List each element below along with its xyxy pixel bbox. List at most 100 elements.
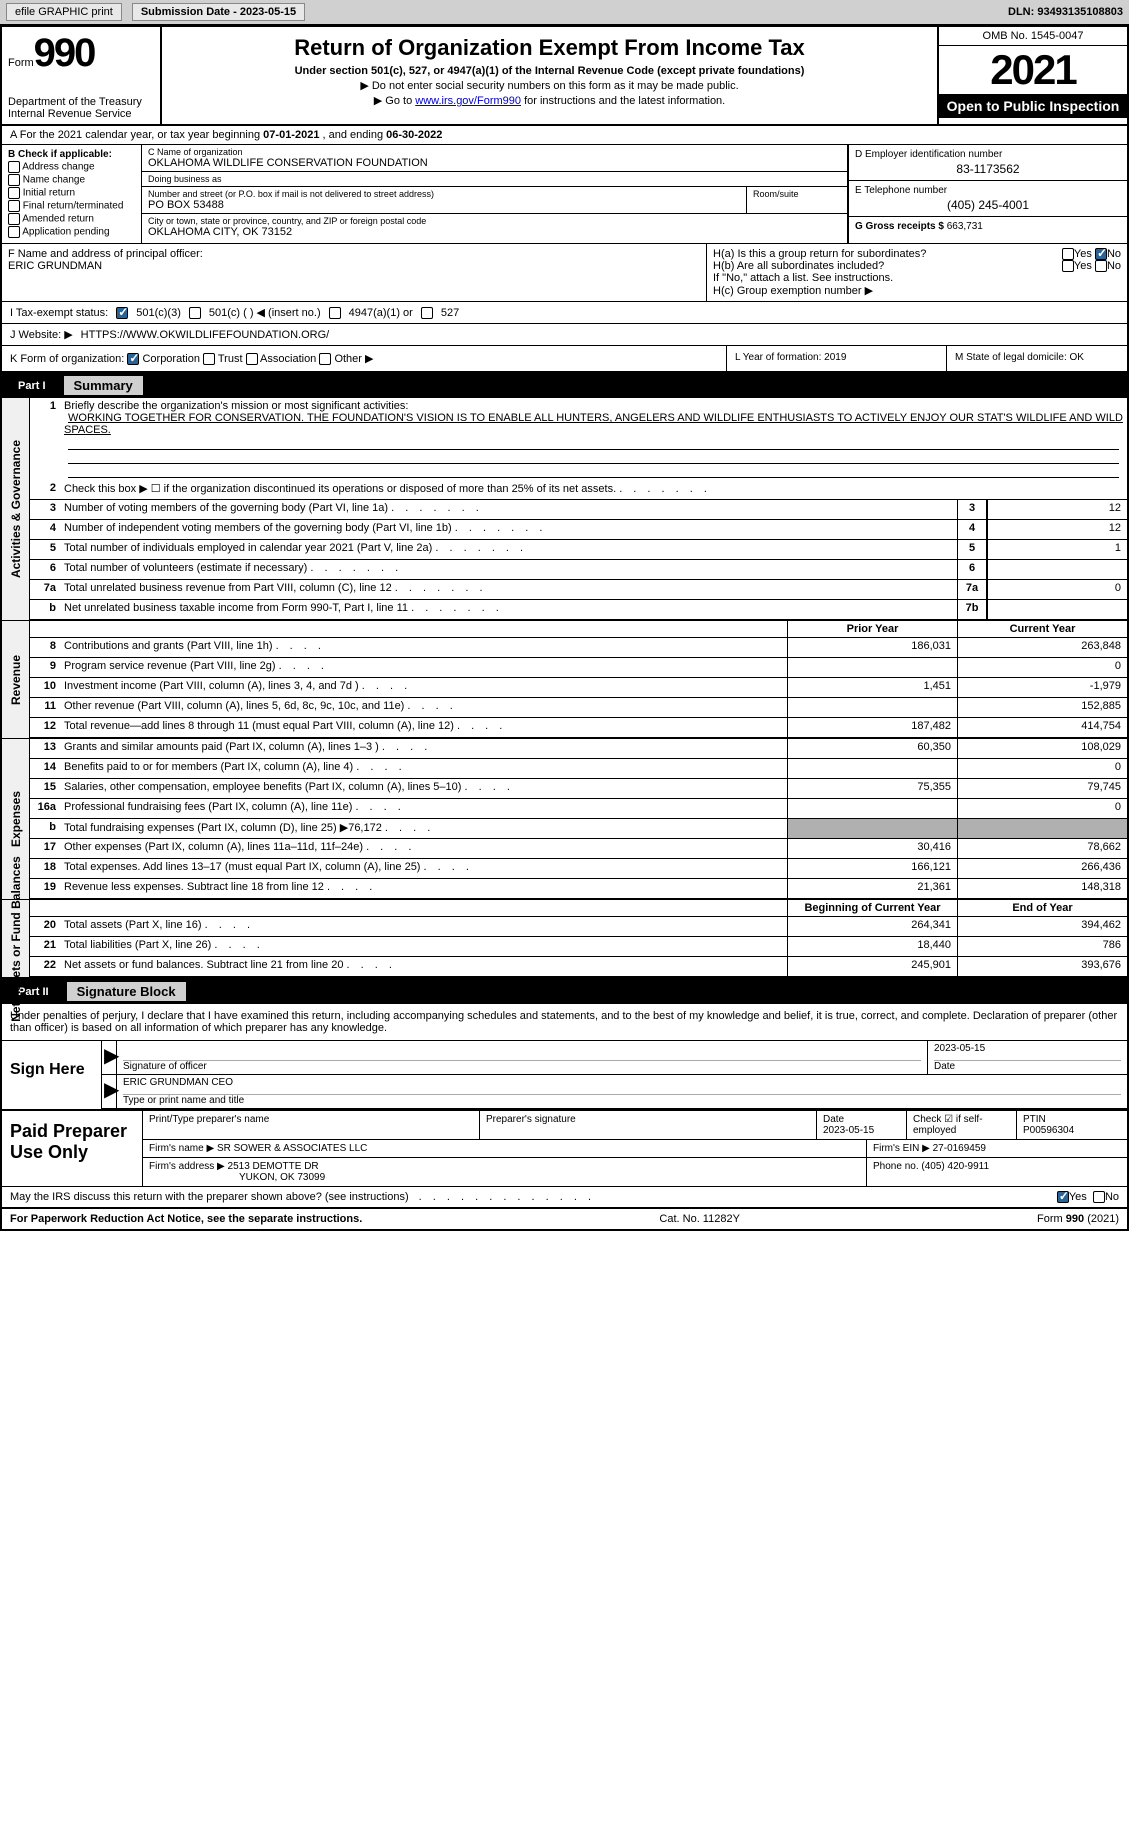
summary-line: 19 Revenue less expenses. Subtract line … <box>30 879 1127 899</box>
check-501c3[interactable] <box>116 307 128 319</box>
activities-governance: Activities & Governance 1 Briefly descri… <box>2 398 1127 620</box>
form-footer: For Paperwork Reduction Act Notice, see … <box>2 1207 1127 1229</box>
sig-date: 2023-05-15 <box>934 1043 1121 1061</box>
mission-statement: WORKING TOGETHER FOR CONSERVATION. THE F… <box>64 410 1123 438</box>
summary-line: 20 Total assets (Part X, line 16) . . . … <box>30 917 1127 937</box>
check-corp[interactable] <box>127 353 139 365</box>
check-app-pending[interactable] <box>8 226 20 238</box>
summary-line: 15 Salaries, other compensation, employe… <box>30 779 1127 799</box>
firm-address-1: 2513 DEMOTTE DR <box>228 1161 319 1172</box>
check-name-change[interactable] <box>8 174 20 186</box>
summary-line: 4 Number of independent voting members o… <box>30 520 1127 540</box>
ha-no[interactable] <box>1095 248 1107 260</box>
gross-receipts: 663,731 <box>947 221 983 232</box>
expenses-section: Expenses 13 Grants and similar amounts p… <box>2 738 1127 899</box>
submission-date: Submission Date - 2023-05-15 <box>132 3 305 21</box>
ein: 83-1173562 <box>855 162 1121 176</box>
part-1-header: Part I Summary <box>2 373 1127 398</box>
summary-line: 11 Other revenue (Part VIII, column (A),… <box>30 698 1127 718</box>
summary-line: b Net unrelated business taxable income … <box>30 600 1127 620</box>
ha-yes[interactable] <box>1062 248 1074 260</box>
form-prefix: Form <box>8 57 34 69</box>
row-j: J Website: ▶ HTTPS://WWW.OKWILDLIFEFOUND… <box>2 323 1127 345</box>
sign-here-block: Sign Here ▶ Signature of officer 2023-05… <box>2 1041 1127 1109</box>
form-title: Return of Organization Exempt From Incom… <box>168 35 931 61</box>
netassets-section: Net Assets or Fund Balances Beginning of… <box>2 899 1127 977</box>
dept-label: Department of the Treasury Internal Reve… <box>8 96 154 120</box>
check-527[interactable] <box>421 307 433 319</box>
check-address-change[interactable] <box>8 161 20 173</box>
summary-line: 14 Benefits paid to or for members (Part… <box>30 759 1127 779</box>
instructions-link[interactable]: www.irs.gov/Form990 <box>415 95 521 107</box>
row-f-h: F Name and address of principal officer:… <box>2 243 1127 301</box>
firm-name: SR SOWER & ASSOCIATES LLC <box>217 1143 367 1154</box>
summary-line: 6 Total number of volunteers (estimate i… <box>30 560 1127 580</box>
identification-block: B Check if applicable: Address change Na… <box>2 145 1127 243</box>
summary-line: 9 Program service revenue (Part VIII, li… <box>30 658 1127 678</box>
discuss-yes[interactable] <box>1057 1191 1069 1203</box>
summary-line: 13 Grants and similar amounts paid (Part… <box>30 739 1127 759</box>
revenue-section: Revenue Prior Year Current Year 8 Contri… <box>2 620 1127 738</box>
hb-no[interactable] <box>1095 260 1107 272</box>
telephone: (405) 245-4001 <box>855 198 1121 212</box>
summary-line: 16a Professional fundraising fees (Part … <box>30 799 1127 819</box>
form-header: Form990 Department of the Treasury Inter… <box>2 27 1127 126</box>
firm-address-2: YUKON, OK 73099 <box>239 1172 325 1183</box>
row-i: I Tax-exempt status: 501(c)(3) 501(c) ( … <box>2 301 1127 323</box>
section-c: C Name of organization OKLAHOMA WILDLIFE… <box>142 145 847 243</box>
efile-print-button[interactable]: efile GRAPHIC print <box>6 3 122 21</box>
col-current-year: Current Year <box>957 621 1127 637</box>
dln-label: DLN: 93493135108803 <box>1008 6 1123 18</box>
check-4947[interactable] <box>329 307 341 319</box>
street-address: PO BOX 53488 <box>148 199 740 211</box>
line-a: A For the 2021 calendar year, or tax yea… <box>2 126 1127 145</box>
state-domicile: OK <box>1070 352 1084 363</box>
section-b: B Check if applicable: Address change Na… <box>2 145 142 243</box>
form-990: Form990 Department of the Treasury Inter… <box>0 25 1129 1231</box>
prep-date: 2023-05-15 <box>823 1125 900 1136</box>
omb-number: OMB No. 1545-0047 <box>939 27 1127 46</box>
officer-name: ERIC GRUNDMAN CEO <box>123 1077 1121 1095</box>
check-other[interactable] <box>319 353 331 365</box>
check-amended[interactable] <box>8 213 20 225</box>
summary-line: 3 Number of voting members of the govern… <box>30 500 1127 520</box>
instr-2: ▶ Go to www.irs.gov/Form990 for instruct… <box>168 94 931 107</box>
row-klm: K Form of organization: Corporation Trus… <box>2 345 1127 373</box>
form-subtitle: Under section 501(c), 527, or 4947(a)(1)… <box>168 65 931 77</box>
firm-phone: (405) 420-9911 <box>921 1161 989 1172</box>
hb-yes[interactable] <box>1062 260 1074 272</box>
col-prior-year: Prior Year <box>787 621 957 637</box>
ptin: P00596304 <box>1023 1125 1121 1136</box>
summary-line: 18 Total expenses. Add lines 13–17 (must… <box>30 859 1127 879</box>
check-assoc[interactable] <box>246 353 258 365</box>
check-501c[interactable] <box>189 307 201 319</box>
instr-1: ▶ Do not enter social security numbers o… <box>168 79 931 92</box>
summary-line: 17 Other expenses (Part IX, column (A), … <box>30 839 1127 859</box>
declaration-text: Under penalties of perjury, I declare th… <box>2 1004 1127 1041</box>
summary-line: b Total fundraising expenses (Part IX, c… <box>30 819 1127 839</box>
summary-line: 8 Contributions and grants (Part VIII, l… <box>30 638 1127 658</box>
check-trust[interactable] <box>203 353 215 365</box>
summary-line: 2 Check this box ▶ ☐ if the organization… <box>30 480 1127 500</box>
org-name: OKLAHOMA WILDLIFE CONSERVATION FOUNDATIO… <box>148 157 841 169</box>
summary-line: 7a Total unrelated business revenue from… <box>30 580 1127 600</box>
check-final-return[interactable] <box>8 200 20 212</box>
summary-line: 5 Total number of individuals employed i… <box>30 540 1127 560</box>
firm-ein: 27-0169459 <box>933 1143 986 1154</box>
paid-preparer-block: Paid Preparer Use Only Print/Type prepar… <box>2 1109 1127 1186</box>
tax-year: 2021 <box>939 46 1127 94</box>
principal-officer: ERIC GRUNDMAN <box>8 260 700 272</box>
year-formation: 2019 <box>824 352 846 363</box>
form-number: 990 <box>34 31 95 75</box>
summary-line: 10 Investment income (Part VIII, column … <box>30 678 1127 698</box>
col-begin-year: Beginning of Current Year <box>787 900 957 916</box>
col-end-year: End of Year <box>957 900 1127 916</box>
top-bar: efile GRAPHIC print Submission Date - 20… <box>0 0 1129 25</box>
part-2-header: Part II Signature Block <box>2 979 1127 1004</box>
irs-discuss-line: May the IRS discuss this return with the… <box>2 1186 1127 1207</box>
check-initial-return[interactable] <box>8 187 20 199</box>
open-to-public: Open to Public Inspection <box>939 94 1127 118</box>
website: HTTPS://WWW.OKWILDLIFEFOUNDATION.ORG/ <box>81 329 330 341</box>
discuss-no[interactable] <box>1093 1191 1105 1203</box>
summary-line: 21 Total liabilities (Part X, line 26) .… <box>30 937 1127 957</box>
